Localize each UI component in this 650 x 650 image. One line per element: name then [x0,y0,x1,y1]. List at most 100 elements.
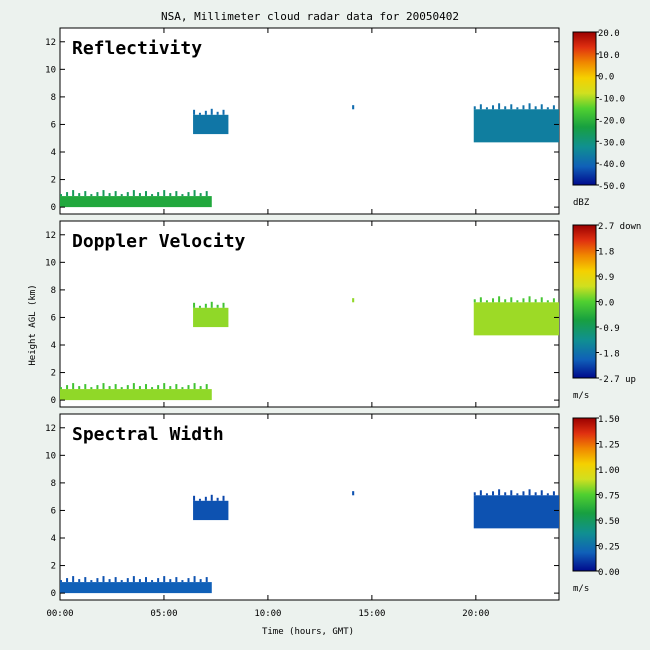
reflectivity-echo-speckle [169,193,172,197]
doppler-velocity-echo-speckle [187,385,190,390]
spectral-width-echo-speckle [114,577,117,583]
spectral-width-echo-speckle [132,576,135,583]
reflectivity-y-tick-label: 6 [51,120,56,130]
spectral-width-echo-speckle [193,576,196,583]
reflectivity-y-tick-label: 10 [45,65,56,75]
spectral-width-echo-speckle [120,580,123,583]
doppler-velocity-echo-speckle [120,387,123,390]
spectral-width-y-tick-label: 12 [45,424,56,434]
spectral-width-echo-speckle [187,578,190,583]
doppler-velocity-echo-speckle [151,387,154,390]
doppler-velocity-echo-speckle [205,384,208,390]
doppler-velocity-echo-speckle [504,299,507,303]
doppler-velocity-y-tick-label: 8 [51,286,56,296]
spectral-width-echo-speckle [84,577,87,583]
spectral-width-echo-speckle [66,578,69,583]
reflectivity-echo-speckle [473,106,476,110]
doppler-velocity-echo-speckle [193,302,196,308]
reflectivity-colorbar-tick-label: 10.0 [598,51,620,61]
reflectivity-y-tick-label: 0 [51,203,56,213]
reflectivity-echo-speckle [504,106,507,110]
reflectivity-echo-speckle [199,193,202,197]
spectral-width-echo-speckle [157,578,160,583]
doppler-velocity-echo-speckle [108,386,111,390]
spectral-width-echo-mid-cloud-A [193,500,229,521]
doppler-velocity-echo-speckle [540,297,543,303]
x-tick-label: 20:00 [462,609,489,619]
reflectivity-echo-speckle [193,109,196,115]
reflectivity-echo-boundary-layer [60,196,212,208]
doppler-velocity-colorbar-tick-label: 0.0 [598,299,614,309]
reflectivity-echo-speckle [540,104,543,110]
x-tick-label: 00:00 [46,609,73,619]
spectral-width-echo-speckle [96,578,99,583]
spectral-width-colorbar-tick-label: 0.25 [598,543,620,553]
doppler-velocity-echo-speckle [181,387,184,390]
doppler-velocity-colorbar-unit: m/s [573,391,589,401]
reflectivity-echo-speckle [181,194,184,197]
doppler-velocity-colorbar-tick-label: 0.9 [598,273,614,283]
doppler-velocity-echo-speckle [198,305,201,308]
doppler-velocity-colorbar [572,224,597,379]
spectral-width-echo-speckle [528,489,531,496]
reflectivity-echo-speckle [78,193,81,197]
reflectivity-echo-speckle [510,104,513,110]
reflectivity-echo-speckle [222,109,225,115]
doppler-velocity-echo-boundary-layer [60,389,212,401]
doppler-velocity-echo-speckle [84,384,87,390]
reflectivity-echo-speckle [163,190,166,197]
spectral-width-echo-speckle [216,497,219,501]
reflectivity-echo-speckle [84,191,87,197]
spectral-width-echo-speckle [108,579,111,583]
spectral-width-y-tick-label: 6 [51,506,56,516]
doppler-velocity-echo-speckle [510,297,513,303]
spectral-width-colorbar-tick-label: 1.00 [598,466,620,476]
doppler-velocity-echo-speckle [473,299,476,303]
spectral-width-echo-speckle [546,493,549,496]
doppler-velocity-echo-speckle [485,300,488,303]
reflectivity-echo-isolated-echo [352,105,355,110]
reflectivity-colorbar-unit: dBZ [573,198,590,208]
reflectivity-echo-speckle [534,106,537,110]
doppler-velocity-echo-speckle [114,384,117,390]
reflectivity-panel-title: Reflectivity [72,38,202,59]
spectral-width-echo-speckle [199,579,202,583]
reflectivity-echo-speckle [552,105,555,110]
spectral-width-echo-speckle [102,576,105,583]
reflectivity-echo-speckle [498,103,501,110]
doppler-velocity-echo-speckle [492,298,495,303]
reflectivity-echo-speckle [96,192,99,197]
spectral-width-echo-speckle [198,498,201,501]
spectral-width-echo-speckle [78,579,81,583]
doppler-velocity-y-tick-label: 6 [51,313,56,323]
spectral-width-echo-speckle [522,491,525,496]
spectral-width-colorbar-tick-label: 0.00 [598,568,620,578]
reflectivity-colorbar-tick-label: 20.0 [598,29,620,39]
x-tick-label: 10:00 [254,609,281,619]
spectral-width-echo-speckle [144,577,147,583]
spectral-width-echo-speckle [492,491,495,496]
spectral-width-echo-speckle [210,494,213,501]
reflectivity-echo-speckle [60,194,62,197]
doppler-velocity-echo-speckle [216,304,219,308]
doppler-velocity-colorbar-tick-label: -1.8 [598,350,620,360]
reflectivity-echo-speckle [210,108,213,115]
doppler-velocity-colorbar-tick-label: 2.7 down [598,222,641,232]
doppler-velocity-echo-speckle [66,385,69,390]
doppler-velocity-echo-speckle [132,383,135,390]
doppler-velocity-echo-speckle [528,296,531,303]
doppler-velocity-colorbar-tick-label: 1.8 [598,248,614,258]
reflectivity-y-tick-label: 8 [51,93,56,103]
reflectivity-y-tick-label: 12 [45,38,56,48]
reflectivity-colorbar-tick-label: -50.0 [598,182,625,192]
doppler-velocity-echo-speckle [138,386,141,390]
spectral-width-echo-speckle [534,492,537,496]
spectral-width-y-tick-label: 0 [51,589,56,599]
spectral-width-echo-speckle [138,579,141,583]
doppler-velocity-echo-mid-cloud-B [473,302,559,336]
spectral-width-echo-speckle [540,490,543,496]
reflectivity-echo-speckle [528,103,531,110]
doppler-velocity-y-tick-label: 0 [51,396,56,406]
doppler-velocity-echo-speckle [210,301,213,308]
reflectivity-echo-speckle [108,193,111,197]
